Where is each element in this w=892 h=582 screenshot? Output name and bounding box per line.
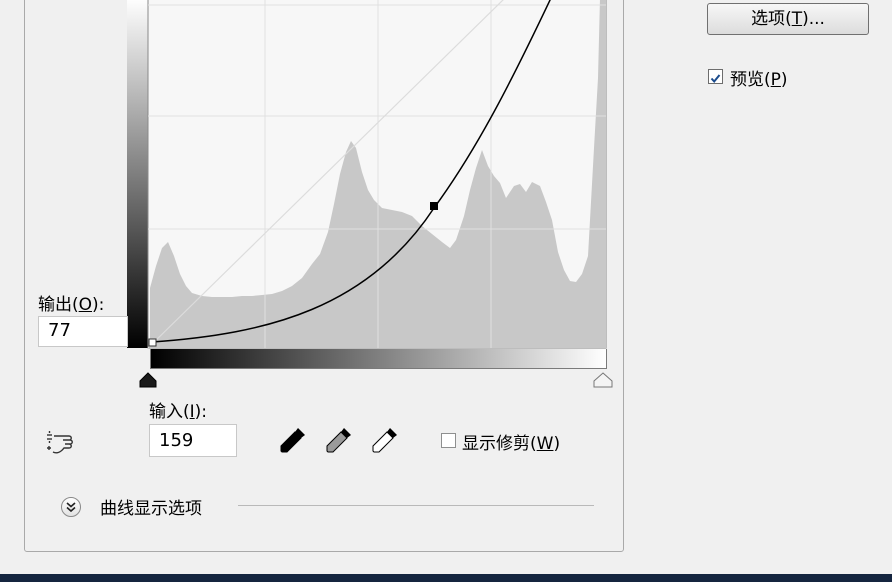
output-gradient-bar <box>127 0 148 348</box>
curve-control-point[interactable] <box>430 202 438 210</box>
histogram <box>150 0 606 348</box>
white-eyedropper-icon[interactable] <box>370 425 400 455</box>
curves-panel <box>24 0 624 552</box>
white-point-slider[interactable] <box>593 372 613 388</box>
input-field[interactable]: 159 <box>149 424 237 457</box>
gray-eyedropper-icon[interactable] <box>324 425 354 455</box>
output-field[interactable]: 77 <box>38 316 128 347</box>
double-chevron-down-icon <box>66 502 76 513</box>
curve-display-options-toggle[interactable] <box>61 497 81 517</box>
curve-graph[interactable] <box>147 0 608 350</box>
show-clipping-checkbox[interactable] <box>441 433 456 448</box>
grid-lines <box>148 0 606 348</box>
baseline-diagonal <box>147 0 504 349</box>
show-clipping-label: 显示修剪(W) <box>462 434 561 454</box>
curve-line[interactable] <box>151 0 551 343</box>
curve-display-options-label: 曲线显示选项 <box>100 499 202 519</box>
hand-point-adjust-icon[interactable] <box>45 428 77 458</box>
curve-endpoint-black[interactable] <box>148 338 157 347</box>
input-gradient-bar <box>150 349 607 369</box>
preview-checkbox[interactable] <box>708 69 723 84</box>
window-frame-bottom <box>0 574 892 582</box>
input-label: 输入(I): <box>149 402 208 422</box>
black-eyedropper-icon[interactable] <box>278 425 308 455</box>
black-point-slider[interactable] <box>139 372 157 388</box>
output-label: 输出(O): <box>38 295 105 315</box>
options-button[interactable]: 选项(T)... <box>707 3 869 35</box>
checkmark-icon <box>710 74 721 84</box>
preview-label: 预览(P) <box>730 70 788 90</box>
section-separator <box>238 505 594 506</box>
